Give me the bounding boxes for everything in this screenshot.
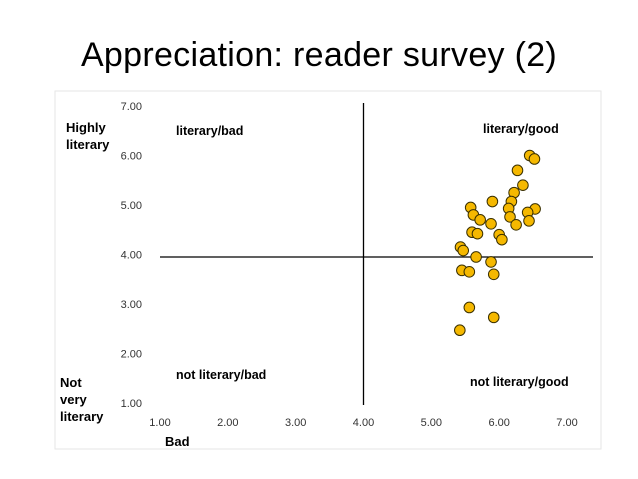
data-point [528,153,541,165]
data-point [474,214,486,226]
quadrant-label-top-right: literary/good [483,122,559,136]
y-tick-label: 1.00 [121,398,142,410]
x-tick-label: 7.00 [556,417,577,429]
slide-title: Appreciation: reader survey (2) [80,36,558,74]
data-point [487,311,500,324]
x-tick-label: 3.00 [285,417,306,429]
y-bottom-label: Not very literary [60,375,104,424]
quadrant-label-bottom-left: not literary/bad [176,368,266,382]
data-point [510,219,522,231]
data-point [471,227,484,240]
y-tick-label: 5.00 [121,200,142,212]
data-point [496,233,508,246]
data-point [463,301,476,314]
chart-frame [54,90,602,450]
data-point [517,179,529,191]
x-tick-label: 2.00 [217,417,238,429]
y-tick-label: 7.00 [121,101,142,113]
data-point [470,251,482,263]
y-tick-label: 4.00 [121,250,142,262]
x-tick-label: 1.00 [149,417,170,429]
data-point [485,218,497,230]
quadrant-label-top-left: literary/bad [176,124,243,138]
data-point [523,215,535,227]
y-tick-label: 6.00 [121,151,142,163]
x-tick-label: 4.00 [353,417,374,429]
x-tick-label: 5.00 [421,417,442,429]
data-point [457,244,470,257]
data-point [504,211,516,223]
y-tick-labels: 1.00 2.00 3.00 4.00 5.00 6.00 7.00 [121,101,142,410]
data-points [454,149,541,337]
x-tick-labels: 1.00 2.00 3.00 4.00 5.00 6.00 7.00 [149,417,577,429]
data-point [486,195,499,208]
data-point [487,268,500,281]
data-point [485,256,497,268]
data-point [454,324,466,337]
x-axis-label: Bad [165,434,190,449]
x-tick-label: 6.00 [488,417,509,429]
quadrant-label-bottom-right: not literary/good [470,375,569,389]
data-point [463,266,476,278]
data-point [511,164,524,177]
y-top-label: Highly literary [66,120,110,152]
y-tick-label: 3.00 [121,299,142,311]
y-tick-label: 2.00 [121,349,142,361]
